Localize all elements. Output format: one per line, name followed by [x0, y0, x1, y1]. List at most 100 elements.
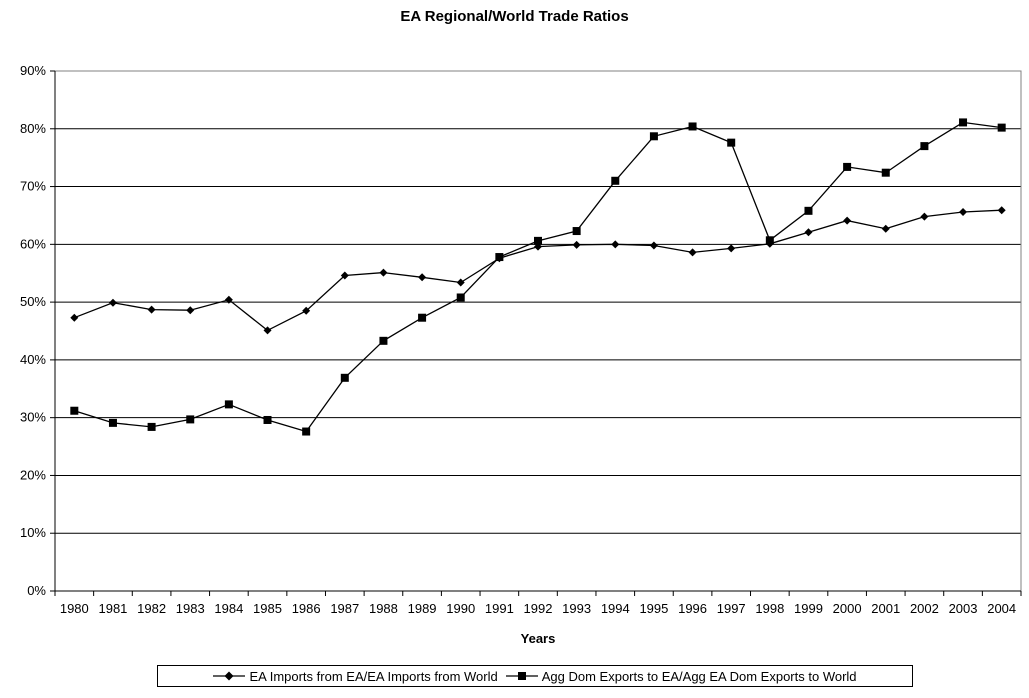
- data-point-diamond: [649, 241, 658, 250]
- y-tick-label: 60%: [20, 236, 46, 251]
- x-tick-label: 1987: [330, 601, 359, 616]
- x-tick-label: 2001: [871, 601, 900, 616]
- data-point-square: [418, 313, 427, 322]
- x-axis-title: Years: [521, 631, 556, 646]
- y-tick-label: 10%: [20, 525, 46, 540]
- axes: 0% 10% 20% 30% 40% 50% 60% 70% 80% 90% 1980 1981 198…: [20, 63, 1022, 616]
- data-point-square: [881, 168, 890, 177]
- x-tick-label: 1986: [292, 601, 321, 616]
- data-point-square: [70, 406, 79, 415]
- x-tick-label: 2000: [833, 601, 862, 616]
- data-point-diamond: [418, 273, 427, 282]
- data-point-square: [302, 427, 311, 436]
- data-point-square: [920, 142, 929, 151]
- x-tick-label: 1999: [794, 601, 823, 616]
- data-point-diamond: [881, 224, 890, 233]
- series-2: [70, 118, 1006, 436]
- y-tick-label: 20%: [20, 467, 46, 482]
- gridlines: [55, 70, 1021, 534]
- data-point-square: [843, 162, 852, 171]
- x-tick-label: 1992: [524, 601, 553, 616]
- series-lines: [70, 118, 1006, 436]
- x-tick-label: 1989: [408, 601, 437, 616]
- y-tick-label: 30%: [20, 410, 46, 425]
- data-point-diamond: [302, 306, 311, 315]
- chart-title: EA Regional/World Trade Ratios: [400, 8, 629, 25]
- data-point-diamond: [147, 305, 156, 314]
- data-point-square: [340, 373, 349, 382]
- data-point-diamond: [456, 278, 465, 287]
- x-tick-label: 1980: [60, 601, 89, 616]
- data-point-diamond: [70, 313, 79, 322]
- x-tick-label: 2002: [910, 601, 939, 616]
- legend-item-series-2: Agg Dom Exports to EA/Agg EA Dom Exports…: [505, 668, 857, 684]
- legend-item-series-1: EA Imports from EA/EA Imports from World: [213, 668, 498, 684]
- plot-area-border: [54, 70, 1022, 592]
- data-point-diamond: [959, 207, 968, 216]
- data-point-square: [688, 122, 697, 131]
- data-point-square: [224, 400, 233, 409]
- data-point-square: [147, 422, 156, 431]
- data-point-diamond: [804, 228, 813, 237]
- x-tick-label: 1981: [98, 601, 127, 616]
- x-tick-label: 1983: [176, 601, 205, 616]
- y-tick-label: 0%: [27, 583, 46, 598]
- data-point-diamond: [108, 298, 117, 307]
- data-point-diamond: [263, 326, 272, 335]
- data-point-square: [611, 176, 620, 185]
- data-point-diamond: [572, 240, 581, 249]
- data-point-diamond: [224, 295, 233, 304]
- data-point-square: [765, 236, 774, 245]
- series-line: [74, 121, 1002, 433]
- x-tick-label: 1985: [253, 601, 282, 616]
- legend-label-series-2: Agg Dom Exports to EA/Agg EA Dom Exports…: [541, 668, 857, 684]
- y-tick-label: 80%: [20, 121, 46, 136]
- y-tick-label: 40%: [20, 352, 46, 367]
- x-tick-label: 1995: [639, 601, 668, 616]
- data-point-diamond: [997, 206, 1006, 215]
- series-1: [70, 206, 1006, 335]
- legend-label-series-1: EA Imports from EA/EA Imports from World: [249, 668, 498, 684]
- x-tick-label: 1990: [446, 601, 475, 616]
- x-tick-label: 1996: [678, 601, 707, 616]
- x-tick-label: 1984: [214, 601, 243, 616]
- square-marker-icon: [505, 672, 538, 680]
- data-point-diamond: [688, 248, 697, 257]
- x-tick-label: 1993: [562, 601, 591, 616]
- x-tick-label: 1998: [755, 601, 784, 616]
- x-tick-label: 1982: [137, 601, 166, 616]
- diamond-marker-icon: [213, 671, 246, 681]
- data-point-diamond: [379, 268, 388, 277]
- x-tick-label: 2004: [987, 601, 1016, 616]
- data-point-square: [108, 418, 117, 427]
- data-point-square: [959, 118, 968, 127]
- x-tick-label: 1988: [369, 601, 398, 616]
- data-point-diamond: [843, 216, 852, 225]
- data-point-square: [727, 138, 736, 147]
- data-point-square: [456, 293, 465, 302]
- data-point-square: [804, 206, 813, 215]
- data-point-square: [649, 132, 658, 141]
- x-tick-label: 1991: [485, 601, 514, 616]
- data-point-diamond: [920, 212, 929, 221]
- data-point-square: [534, 236, 542, 245]
- data-point-square: [495, 253, 504, 262]
- data-point-diamond: [727, 244, 736, 253]
- data-point-square: [263, 415, 272, 424]
- series-line: [74, 209, 1002, 332]
- data-point-diamond: [186, 306, 195, 315]
- data-point-diamond: [611, 240, 620, 249]
- y-tick-label: 70%: [20, 179, 46, 194]
- x-tick-label: 2003: [949, 601, 978, 616]
- data-point-square: [572, 227, 581, 236]
- legend: EA Imports from EA/EA Imports from World…: [157, 665, 913, 687]
- data-point-square: [379, 336, 388, 345]
- data-point-square: [186, 415, 195, 424]
- y-tick-label: 90%: [20, 63, 46, 78]
- data-point-square: [997, 123, 1006, 132]
- y-tick-label: 50%: [20, 294, 46, 309]
- x-tick-label: 1994: [601, 601, 630, 616]
- data-point-diamond: [340, 271, 349, 280]
- x-tick-label: 1997: [717, 601, 746, 616]
